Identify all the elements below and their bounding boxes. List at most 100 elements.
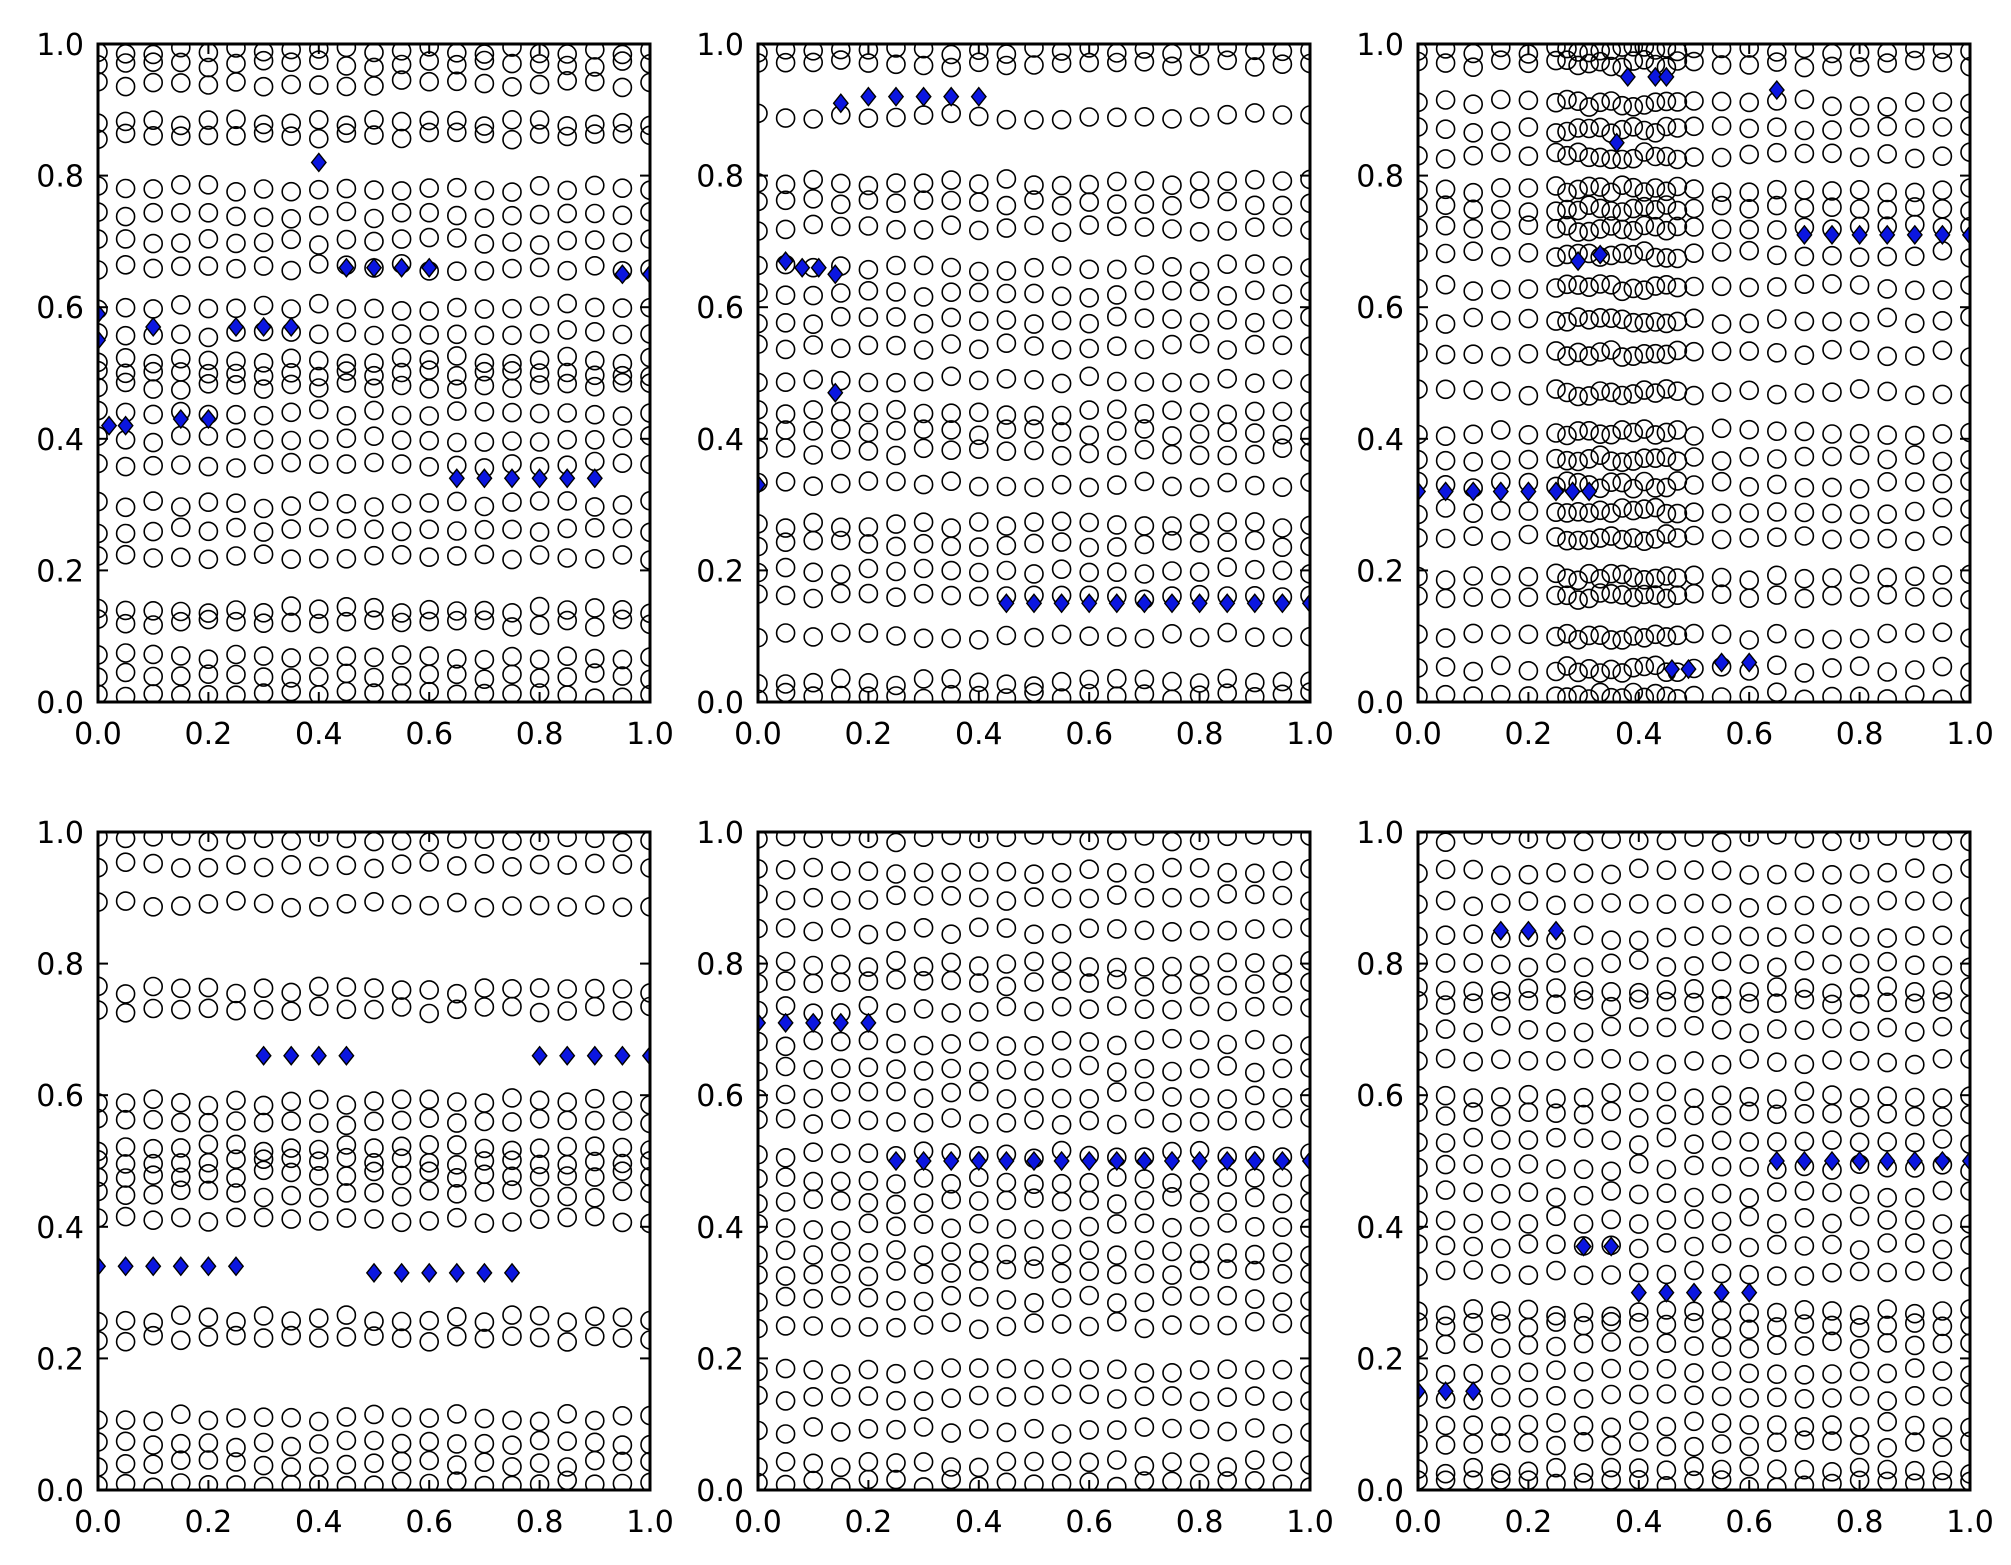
data-point bbox=[1645, 178, 1666, 198]
data-point bbox=[1794, 1389, 1815, 1409]
data-point bbox=[1822, 1050, 1842, 1070]
x-tick-label: 1.0 bbox=[1286, 717, 1334, 752]
highlight-point bbox=[586, 468, 603, 489]
data-point bbox=[1217, 884, 1237, 904]
data-point bbox=[281, 452, 302, 473]
data-point bbox=[364, 125, 384, 145]
data-point bbox=[886, 1363, 906, 1384]
data-point bbox=[281, 648, 302, 668]
data-point bbox=[391, 405, 412, 426]
data-point bbox=[1217, 309, 1237, 330]
data-point bbox=[1107, 1114, 1127, 1135]
data-point bbox=[308, 1211, 329, 1231]
data-point bbox=[1079, 669, 1099, 690]
data-point bbox=[758, 1061, 768, 1082]
data-point bbox=[1656, 503, 1677, 524]
data-point bbox=[1024, 832, 1044, 845]
data-point bbox=[1656, 1359, 1677, 1379]
data-point bbox=[1189, 171, 1210, 191]
data-point bbox=[1711, 276, 1732, 297]
data-point bbox=[308, 324, 329, 345]
data-point bbox=[758, 1361, 768, 1382]
data-point bbox=[1518, 1387, 1539, 1408]
highlight-point bbox=[1934, 224, 1951, 245]
data-point bbox=[557, 230, 578, 251]
data-point bbox=[1612, 95, 1632, 116]
data-point bbox=[1051, 222, 1072, 242]
data-point bbox=[1634, 343, 1655, 364]
data-point bbox=[1435, 44, 1456, 59]
data-point bbox=[198, 894, 219, 914]
data-point bbox=[858, 534, 879, 554]
data-point bbox=[1568, 44, 1588, 62]
data-point bbox=[1189, 1260, 1210, 1281]
data-point bbox=[1546, 278, 1566, 298]
data-point bbox=[1518, 117, 1539, 137]
data-point bbox=[253, 44, 274, 62]
data-point bbox=[758, 1214, 768, 1234]
data-point bbox=[557, 1186, 578, 1207]
data-point bbox=[858, 995, 879, 1016]
data-point bbox=[1546, 862, 1566, 883]
data-point bbox=[336, 493, 357, 514]
data-point bbox=[1245, 44, 1265, 61]
data-point bbox=[1300, 258, 1310, 278]
data-point bbox=[226, 374, 246, 395]
data-point bbox=[1601, 583, 1621, 604]
data-point bbox=[557, 1166, 578, 1186]
data-point bbox=[1634, 312, 1655, 333]
data-point bbox=[858, 832, 879, 849]
data-point bbox=[171, 348, 191, 369]
data-point bbox=[1656, 1384, 1677, 1404]
data-point bbox=[98, 1000, 108, 1020]
data-point bbox=[336, 1327, 357, 1347]
data-point bbox=[98, 1167, 108, 1187]
data-point bbox=[391, 1186, 412, 1207]
data-point bbox=[1107, 1194, 1127, 1214]
data-point bbox=[1739, 1388, 1759, 1408]
data-point bbox=[968, 1319, 989, 1340]
data-point bbox=[1463, 503, 1483, 524]
data-point bbox=[941, 440, 962, 461]
data-point bbox=[474, 1111, 495, 1132]
data-point bbox=[419, 1161, 440, 1182]
data-point bbox=[758, 918, 768, 939]
data-point bbox=[1418, 1132, 1428, 1153]
data-point bbox=[198, 492, 219, 513]
data-point bbox=[391, 70, 412, 90]
data-point bbox=[364, 1404, 384, 1425]
data-point bbox=[1518, 524, 1539, 545]
data-point bbox=[1300, 891, 1310, 911]
data-point bbox=[1491, 220, 1511, 241]
data-point bbox=[1435, 528, 1456, 549]
x-tick-label: 0.4 bbox=[295, 1505, 343, 1540]
data-point bbox=[1932, 1386, 1953, 1407]
data-point bbox=[1905, 1233, 1925, 1253]
data-point bbox=[115, 852, 136, 873]
data-point bbox=[502, 1112, 522, 1132]
data-point bbox=[1932, 199, 1953, 219]
data-point bbox=[1245, 1418, 1265, 1438]
data-point bbox=[1590, 424, 1610, 445]
data-point bbox=[1794, 1208, 1815, 1228]
data-point bbox=[1491, 279, 1511, 300]
data-point bbox=[913, 55, 934, 76]
data-point bbox=[1684, 1105, 1704, 1126]
data-point bbox=[98, 1208, 108, 1228]
data-point bbox=[1739, 1436, 1759, 1457]
data-point bbox=[1024, 314, 1044, 334]
data-point bbox=[474, 683, 495, 702]
data-point bbox=[1189, 1243, 1210, 1264]
data-point bbox=[858, 190, 879, 210]
data-point bbox=[1079, 537, 1099, 558]
y-tick-label: 0.6 bbox=[36, 1079, 84, 1114]
data-point bbox=[1491, 50, 1511, 71]
data-point bbox=[1822, 1388, 1842, 1408]
data-point bbox=[1300, 336, 1310, 356]
data-point bbox=[1272, 832, 1293, 846]
data-point bbox=[1767, 623, 1787, 644]
data-point bbox=[557, 373, 578, 394]
data-point bbox=[1162, 1265, 1182, 1285]
data-point bbox=[1162, 1386, 1182, 1406]
data-point bbox=[1711, 1156, 1732, 1177]
